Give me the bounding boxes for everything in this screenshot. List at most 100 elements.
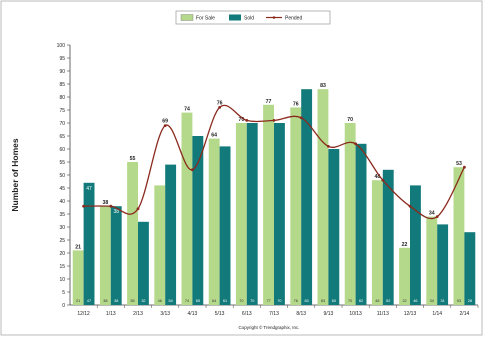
bar-base-count-for-sale: 77 <box>266 299 270 303</box>
bar-for-sale <box>290 107 302 306</box>
y-tick-label: 70 <box>59 121 65 127</box>
bar-for-sale <box>72 250 84 305</box>
y-tick-label: 15 <box>59 264 65 270</box>
x-tick-label: 6/13 <box>242 311 252 317</box>
plot-area: 0 5 10 15 20 25 30 35 40 45 50 55 60 65 70 75 80 85 90 95 10… <box>57 43 479 317</box>
y-tick-label: 90 <box>59 69 65 75</box>
bar-sold <box>437 224 449 305</box>
y-tick-label: 20 <box>59 251 65 257</box>
bar-base-count-for-sale: 21 <box>76 299 80 303</box>
y-tick-label: 5 <box>62 290 65 296</box>
bar-sold <box>192 136 204 305</box>
bar-value-label-for-sale: 77 <box>266 99 272 105</box>
bar-base-count-sold: 83 <box>305 299 309 303</box>
bar-base-count-sold: 60 <box>332 299 336 303</box>
x-tick-label: 3/13 <box>160 311 170 317</box>
bar-value-label-for-sale: 74 <box>184 107 190 113</box>
bar-for-sale <box>399 247 410 305</box>
bar-base-count-for-sale: 70 <box>239 299 243 303</box>
y-tick-label: 35 <box>59 212 65 218</box>
bar-base-count-for-sale: 38 <box>103 299 107 303</box>
bar-base-count-sold: 32 <box>141 299 145 303</box>
x-tick-label: 5/13 <box>215 311 225 317</box>
x-tick-label: 1/14 <box>432 311 442 317</box>
x-tick-label: 4/13 <box>188 311 198 317</box>
bar-for-sale <box>371 180 383 305</box>
bar-base-count-sold: 65 <box>196 299 200 303</box>
bar-base-count-for-sale: 34 <box>430 299 434 303</box>
y-tick-label: 55 <box>59 160 65 166</box>
bar-for-sale <box>235 123 247 305</box>
pended-point <box>82 204 85 208</box>
bar-base-count-sold: 46 <box>413 299 417 303</box>
bar-value-label-for-sale: 38 <box>102 200 108 206</box>
x-tick-label: 7/13 <box>269 311 279 317</box>
bar-base-count-for-sale: 83 <box>321 299 325 303</box>
copyright-footer: Copyright © Trendgraphix, Inc. <box>238 324 299 330</box>
pended-point <box>191 168 194 172</box>
bar-sold <box>328 149 340 305</box>
y-tick-label: 100 <box>57 43 66 49</box>
bar-base-count-for-sale: 64 <box>212 299 216 303</box>
bar-value-label-for-sale: 34 <box>429 211 435 217</box>
pended-point <box>136 207 140 211</box>
pended-point <box>272 119 276 122</box>
bar-sold <box>165 164 177 305</box>
x-tick-label: 2/14 <box>460 311 470 317</box>
pended-point <box>327 145 330 148</box>
y-tick-label: 40 <box>59 199 65 205</box>
bar-for-sale <box>263 104 274 305</box>
x-tick-label: 10/13 <box>349 311 362 317</box>
y-tick-label: 85 <box>59 82 65 88</box>
pended-point <box>163 124 167 127</box>
y-axis-label: Number of Homes <box>10 138 20 211</box>
bar-for-sale <box>181 112 193 305</box>
bar-base-count-sold: 38 <box>114 299 118 303</box>
bar-for-sale <box>208 138 220 305</box>
bar-base-count-for-sale: 22 <box>402 299 406 303</box>
bar-value-label-for-sale: 70 <box>347 117 353 123</box>
bar-value-label-for-sale: 64 <box>211 133 217 139</box>
y-tick-label: 80 <box>59 95 65 101</box>
x-tick-label: 2/13 <box>133 311 143 317</box>
bar-value-label-sold: 47 <box>86 186 92 192</box>
bar-base-count-sold: 31 <box>441 299 445 303</box>
bar-sold <box>83 182 95 305</box>
bar-for-sale <box>127 162 138 305</box>
legend-label-for-sale: For Sale <box>196 16 215 22</box>
bar-value-label-for-sale: 55 <box>130 156 136 162</box>
bar-sold <box>410 185 421 305</box>
bar-sold <box>246 123 258 305</box>
bar-value-label-for-sale: 48 <box>374 174 380 180</box>
x-tick-label: 11/13 <box>377 311 389 317</box>
y-tick-label: 95 <box>59 56 65 62</box>
pended-point <box>245 119 249 122</box>
legend-swatch-for-sale <box>180 14 194 21</box>
legend-label-pended: Pended <box>285 16 302 22</box>
pended-point <box>354 142 357 146</box>
bar-for-sale <box>426 216 438 305</box>
y-tick-label: 45 <box>59 186 65 192</box>
y-tick-label: 10 <box>59 277 65 283</box>
bar-sold <box>355 143 367 305</box>
bar-base-count-sold: 70 <box>250 299 254 303</box>
bar-sold <box>219 146 231 305</box>
bar-base-count-sold: 28 <box>468 299 472 303</box>
bar-sold <box>110 206 122 305</box>
bar-sold <box>382 169 394 305</box>
pended-point <box>218 106 222 109</box>
bar-base-count-for-sale: 70 <box>348 299 352 303</box>
bar-base-count-for-sale: 46 <box>158 299 162 303</box>
bar-for-sale <box>317 89 329 305</box>
pended-point <box>109 204 113 208</box>
bar-base-count-sold: 70 <box>277 299 281 303</box>
bar-base-count-sold: 47 <box>87 299 91 303</box>
bar-value-label-for-sale: 22 <box>402 242 408 248</box>
bar-value-label-for-sale: 70 <box>238 117 244 123</box>
bar-value-label-for-sale: 53 <box>456 161 462 167</box>
bar-value-label-sold: 38 <box>113 209 119 215</box>
bar-for-sale <box>344 123 356 305</box>
legend-marker-pended <box>272 16 276 19</box>
y-tick-label: 50 <box>59 173 65 179</box>
